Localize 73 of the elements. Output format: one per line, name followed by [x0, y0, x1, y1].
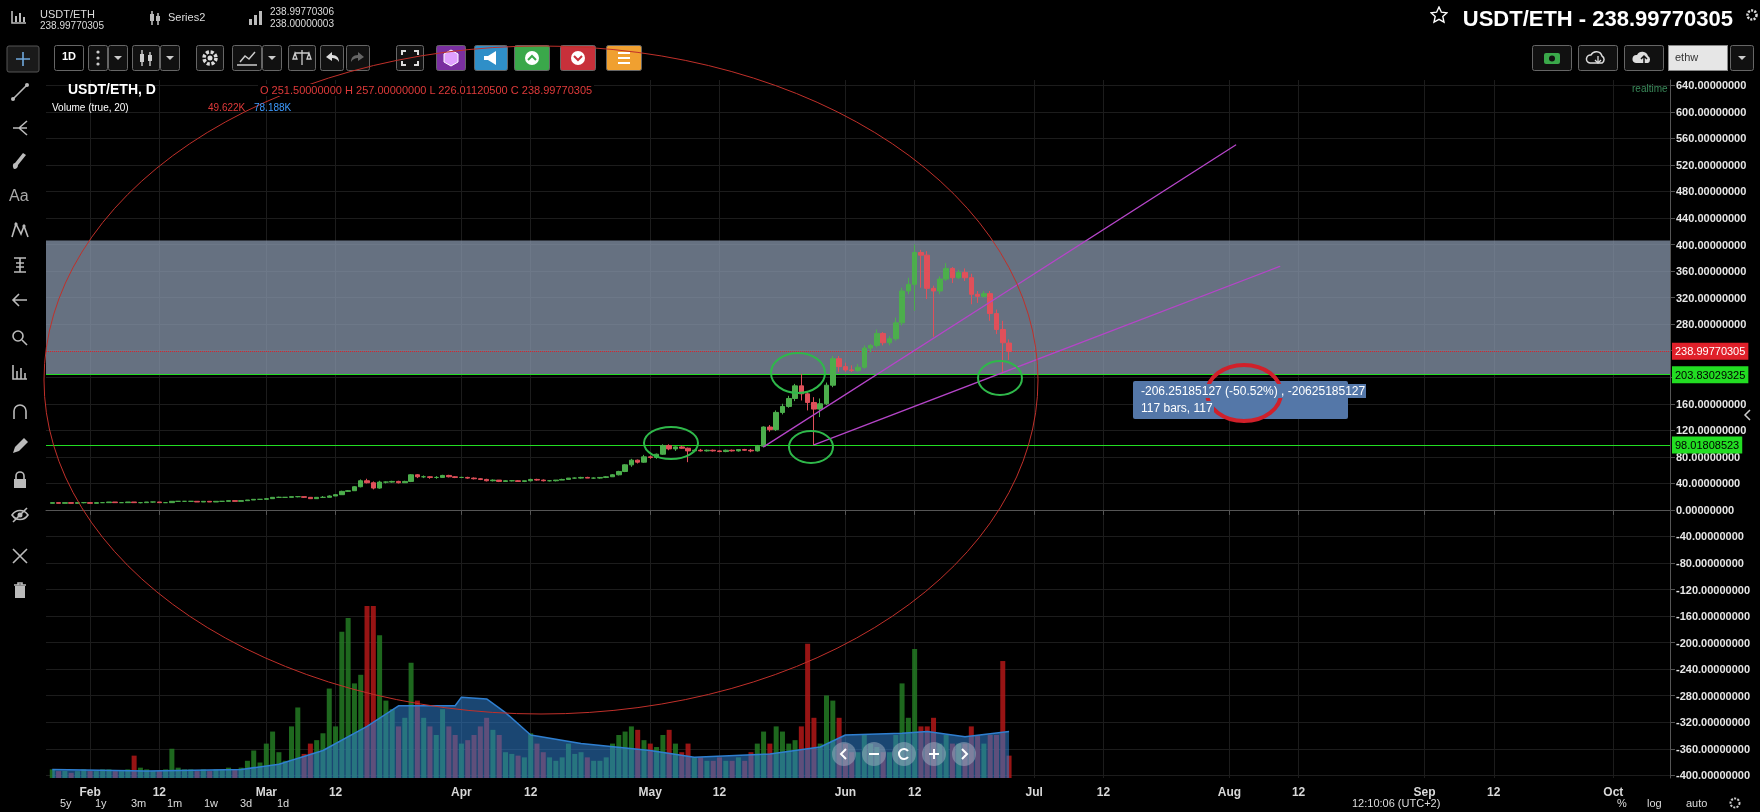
x-tick-label: 12	[1291, 785, 1306, 799]
annotation: 78.188K	[254, 102, 292, 113]
y-tick-label: 40.00000000	[1676, 477, 1741, 490]
text: 238.99770305	[40, 20, 104, 31]
x-tick-label: Mar	[255, 785, 278, 799]
y-tick-label: -240.00000000	[1676, 663, 1751, 676]
x-tick-label: 12	[712, 785, 727, 799]
x-tick-label: 12	[524, 785, 538, 799]
x-tick-label: 12	[1487, 785, 1501, 799]
annotation: 49.622K	[208, 102, 246, 113]
y-tick-label: 440.00000000	[1676, 212, 1747, 225]
text: auto	[1686, 797, 1708, 809]
y-tick-label: -120.00000000	[1676, 583, 1751, 596]
text: 238.99770306	[270, 6, 334, 17]
y-tick-label: 80.00000000	[1676, 450, 1741, 463]
annotation: USDT/ETH, D	[68, 81, 156, 97]
y-tick-label: -360.00000000	[1676, 742, 1751, 755]
x-tick-label: Feb	[79, 785, 101, 799]
x-tick-label: May	[638, 785, 663, 799]
text: 1m	[167, 797, 183, 809]
x-tick-label: Aug	[1217, 785, 1242, 799]
text: Series2	[168, 11, 206, 23]
x-tick-label: Jul	[1025, 785, 1043, 799]
text: 5y	[60, 797, 72, 809]
text: 238.00000003	[270, 18, 334, 29]
y-tick-label: -400.00000000	[1676, 769, 1751, 782]
y-tick-label: 400.00000000	[1676, 238, 1747, 251]
x-tick-label: 12	[1096, 785, 1111, 799]
x-tick-label: Apr	[451, 785, 473, 799]
y-tick-label: 280.00000000	[1676, 318, 1747, 331]
y-tick-label: 640.00000000	[1676, 79, 1747, 92]
x-tick-label: 12	[328, 785, 343, 799]
ref-line-label: 238.99770305	[1675, 345, 1746, 358]
y-tick-label: -40.00000000	[1676, 530, 1744, 543]
text: 1y	[95, 797, 107, 809]
text: 3m	[131, 797, 147, 809]
y-tick-label: -80.00000000	[1676, 557, 1744, 570]
text: log	[1647, 797, 1662, 809]
annotation: 117 bars, 117	[1140, 401, 1214, 415]
y-tick-label: -320.00000000	[1676, 716, 1751, 729]
y-tick-label: -200.00000000	[1676, 636, 1751, 649]
annotation: realtime	[1632, 83, 1668, 94]
annotation: -206.25185127 (-50.52%) , -20625185127	[1140, 384, 1367, 398]
y-tick-label: 120.00000000	[1676, 424, 1747, 437]
y-tick-label: 0.00000000	[1676, 503, 1735, 516]
ref-line-label: 98.01808523	[1675, 438, 1740, 451]
text: 3d	[240, 797, 253, 809]
x-tick-label: 12	[152, 785, 167, 799]
y-tick-label: 160.00000000	[1676, 397, 1747, 410]
x-tick-label: Jun	[834, 785, 857, 799]
y-tick-label: 480.00000000	[1676, 185, 1747, 198]
ref-line-label: 203.83029325	[1675, 368, 1746, 381]
text: USDT/ETH	[40, 8, 95, 20]
text: Aa	[9, 187, 29, 205]
text: ethw	[1675, 51, 1699, 63]
x-tick-label: 12	[907, 785, 922, 799]
x-tick-label: Sep	[1413, 785, 1436, 799]
text: 12:10:06 (UTC+2)	[1352, 797, 1441, 809]
chart-title: Volume (true, 20)	[52, 102, 129, 113]
y-tick-label: 560.00000000	[1676, 132, 1747, 145]
y-tick-label: 320.00000000	[1676, 291, 1747, 304]
y-tick-label: 360.00000000	[1676, 265, 1747, 278]
text: 1w	[204, 797, 219, 809]
annotation: O 251.50000000 H 257.00000000 L 226.01120500 C 238.99770305	[258, 84, 595, 96]
text: 1d	[277, 797, 290, 809]
text: %	[1617, 797, 1627, 809]
text: 1D	[62, 50, 77, 62]
y-tick-label: 520.00000000	[1676, 158, 1747, 171]
x-tick-label: Oct	[1603, 785, 1624, 799]
y-tick-label: -160.00000000	[1676, 610, 1751, 623]
chart-title: USDT/ETH - 238.99770305	[1462, 5, 1734, 31]
y-tick-label: 600.00000000	[1676, 105, 1747, 118]
y-tick-label: -280.00000000	[1676, 689, 1751, 702]
